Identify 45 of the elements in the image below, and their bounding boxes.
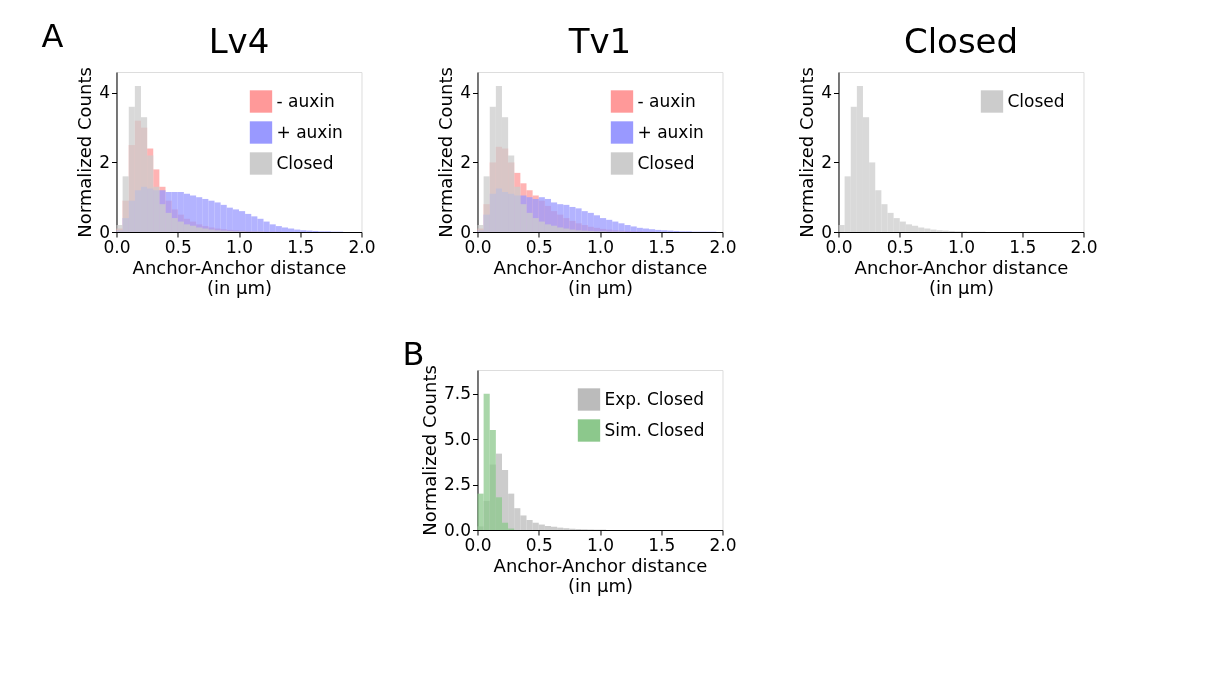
x-tick-label: 1.0 — [586, 534, 615, 555]
legend-label: Exp. Closed — [604, 388, 705, 409]
x-tick-label: 1.5 — [648, 236, 676, 257]
x-tick-label: 2.0 — [348, 236, 376, 257]
x-tick-label: 0.5 — [886, 236, 914, 257]
x-tick-label: 0.5 — [525, 534, 553, 555]
x-tick-label: 1.5 — [1009, 236, 1037, 257]
legend-label: Closed — [276, 152, 334, 173]
y-axis-title: Normalized Counts — [796, 67, 818, 238]
x-axis-title: Anchor-Anchor distance (in μm) — [132, 256, 347, 298]
chart-title: Lv4 — [208, 21, 270, 61]
x-tick-label: 2.0 — [1070, 236, 1098, 257]
legend-label: - auxin — [637, 90, 696, 111]
x-tick-label: 1.0 — [586, 236, 615, 257]
x-axis-title: Anchor-Anchor distance (in μm) — [493, 256, 708, 298]
x-tick-label: 2.0 — [709, 236, 737, 257]
y-tick-label: 2 — [821, 151, 832, 172]
text: A — [41, 17, 64, 55]
y-tick-label: 2 — [99, 151, 110, 172]
x-tick-label: 1.5 — [287, 236, 315, 257]
x-axis-title: Anchor-Anchor distance (in μm) — [493, 554, 708, 596]
legend-label: + auxin — [637, 121, 704, 142]
y-tick-label: 4 — [460, 82, 471, 103]
legend-label: Sim. Closed — [604, 419, 705, 440]
x-tick-label: 2.0 — [709, 534, 737, 555]
legend-label: - auxin — [276, 90, 335, 111]
y-tick-label: 5.0 — [443, 428, 471, 449]
x-tick-label: 1.0 — [947, 236, 976, 257]
y-axis-title: Normalized Counts — [74, 67, 96, 238]
legend-label: Closed — [1007, 90, 1065, 111]
y-tick-label: 7.5 — [443, 383, 471, 404]
y-tick-label: 4 — [99, 82, 110, 103]
y-axis-title: Normalized Counts — [435, 67, 457, 238]
y-tick-label: 2.5 — [443, 474, 471, 495]
legend-label: + auxin — [276, 121, 343, 142]
x-tick-label: 1.5 — [648, 534, 676, 555]
x-tick-label: 0.5 — [164, 236, 192, 257]
y-tick-label: 4 — [821, 82, 832, 103]
y-tick-label: 2 — [460, 151, 471, 172]
legend-label: Closed — [637, 152, 695, 173]
x-tick-label: 0.5 — [525, 236, 553, 257]
chart-title: Tv1 — [567, 21, 632, 61]
x-tick-label: 1.0 — [225, 236, 254, 257]
x-axis-title: Anchor-Anchor distance (in μm) — [854, 256, 1069, 298]
chart-title: Closed — [903, 21, 1019, 61]
